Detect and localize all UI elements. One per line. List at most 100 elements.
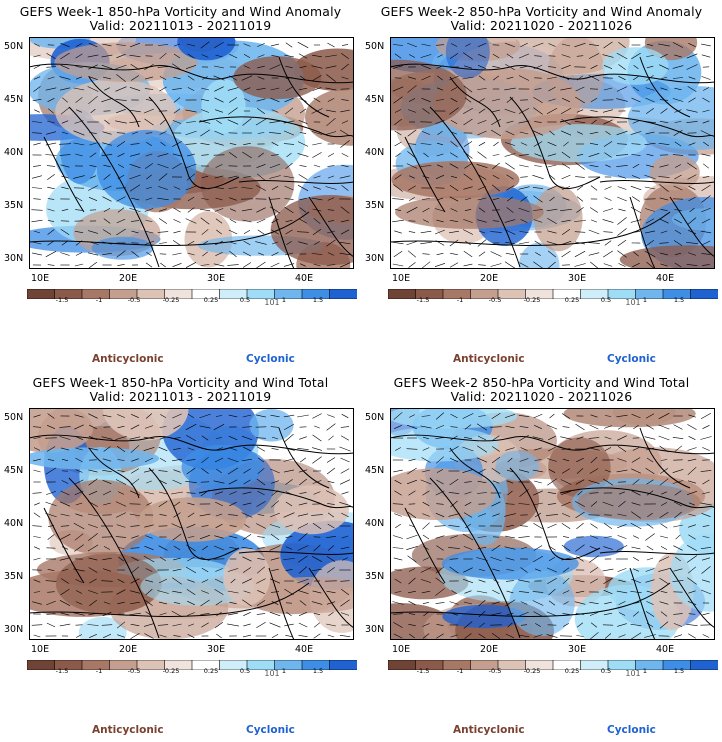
wind-vector [313,544,321,552]
colorbar-label: 1.5 [673,296,685,304]
wind-vector [561,228,571,236]
wind-vector [33,165,41,167]
wind-vector [435,577,445,585]
wind-vector [47,459,55,461]
wind-vector [340,426,350,428]
wind-vector [89,578,97,584]
wind-vector [187,502,195,506]
wind-vector [187,252,195,256]
wind-vector [47,186,55,190]
wind-vector [688,524,696,528]
wind-vector [577,75,583,81]
wind-vector [243,446,251,452]
wind-vector [326,239,336,247]
wind-vector [533,141,543,147]
wind-vector [505,130,515,136]
wind-vector [605,164,611,168]
wind-vector [631,457,641,463]
wind-vector [269,132,281,134]
wind-vector [491,468,501,474]
wind-vector [533,490,543,496]
wind-vector [633,251,639,257]
wind-vector [490,231,502,233]
wind-vector [659,512,669,518]
wind-vector [659,621,669,629]
wind-vector [283,469,295,473]
wind-vector [116,524,126,528]
wind-vector [506,569,514,571]
wind-vector [533,107,543,115]
wind-vector [603,41,613,49]
wind-vector [532,130,544,136]
wind-vector [504,42,516,48]
wind-vector [533,523,543,529]
wind-vector [463,546,473,550]
wind-vector [242,634,252,638]
wind-vector [490,612,502,616]
wind-vector [143,555,155,563]
wind-vector [422,108,430,114]
wind-vector [116,621,126,629]
wind-vector [701,76,711,80]
wind-vector [229,491,237,495]
wind-vector [701,557,711,561]
wind-vector [449,458,459,462]
wind-vector [145,163,153,169]
wind-vector [269,578,281,584]
wind-vector [646,557,654,561]
wind-vector [659,577,669,585]
wind-vector [393,633,403,639]
wind-vector [216,229,222,235]
wind-vector [575,176,585,178]
wind-vector [158,501,168,507]
wind-vector [589,632,599,640]
wind-vector [200,129,210,137]
wind-vector [129,436,141,440]
wind-vector [299,88,307,90]
wind-vector [158,446,168,452]
wind-vector [617,524,627,528]
wind-vector [185,65,197,69]
wind-vector [341,153,349,157]
wind-vector [576,185,584,191]
wind-vector [33,546,41,550]
wind-vector [518,108,530,114]
wind-vector [644,634,656,638]
wind-vector [88,524,98,528]
wind-vector [518,579,530,583]
wind-vector [312,434,322,442]
wind-vector [632,447,640,451]
wind-vector [547,478,557,486]
wind-vector [102,611,112,617]
wind-vector [574,42,586,48]
wind-vector [312,75,322,81]
wind-vector [269,611,281,617]
wind-vector [477,65,487,69]
coastline [68,477,160,639]
wind-vector [257,514,265,516]
wind-vector [588,252,600,256]
wind-vector [299,98,307,102]
wind-vector [159,436,167,440]
wind-vector [115,536,127,538]
wind-vector [479,98,485,102]
wind-vector [675,534,681,540]
wind-vector [242,556,252,562]
wind-vector [117,207,125,213]
wind-vector [547,492,557,494]
wind-vector [576,622,584,628]
wind-vector [256,207,266,213]
wind-vector [463,436,473,440]
wind-vector [534,459,542,461]
wind-vector [422,253,430,255]
wind-vector [658,43,670,47]
wind-vector [701,566,711,574]
wind-vector [145,535,153,539]
wind-vector [61,208,69,212]
wind-vector [462,446,474,452]
wind-vector [644,230,656,234]
colorbar-swatch [26,659,56,671]
legend-cyclonic: Cyclonic [246,353,295,365]
wind-vector [464,424,472,430]
wind-vector [477,219,487,223]
